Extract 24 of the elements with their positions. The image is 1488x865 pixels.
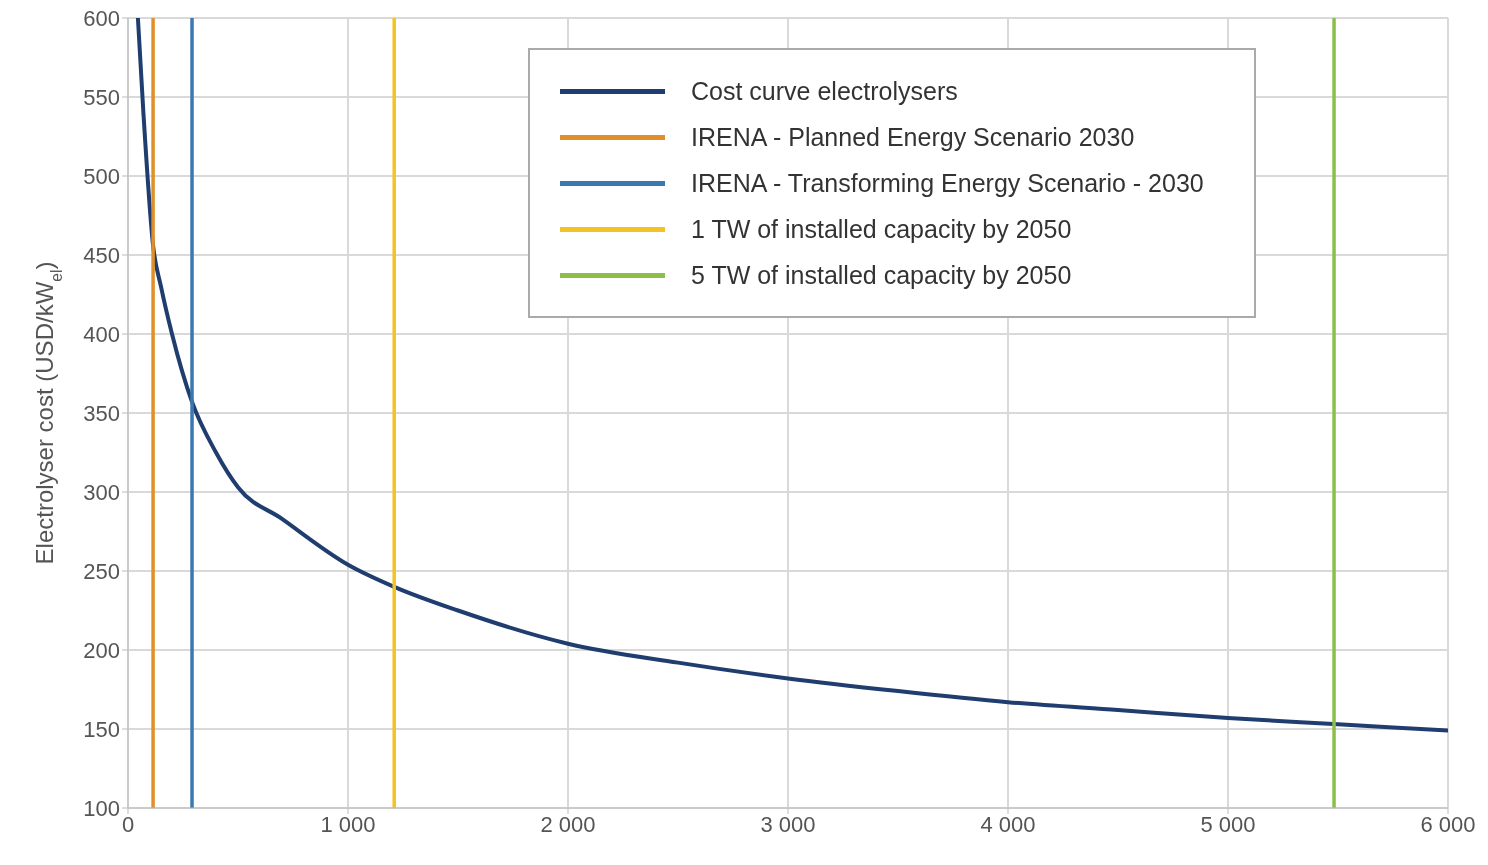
y-tick-label: 500 bbox=[83, 163, 120, 189]
legend-label: 5 TW of installed capacity by 2050 bbox=[691, 260, 1072, 291]
x-tick-label: 1 000 bbox=[320, 811, 376, 837]
legend-label: IRENA - Transforming Energy Scenario - 2030 bbox=[691, 168, 1204, 199]
y-tick-label: 400 bbox=[83, 321, 120, 347]
y-tick-label: 600 bbox=[83, 5, 120, 31]
x-tick-label: 4 000 bbox=[980, 811, 1036, 837]
y-tick-label: 200 bbox=[83, 637, 120, 663]
x-tick-label: 2 000 bbox=[540, 811, 596, 837]
y-tick-label: 550 bbox=[83, 84, 120, 110]
x-tick-label: 3 000 bbox=[760, 811, 816, 837]
y-tick-label: 150 bbox=[83, 716, 120, 742]
legend-label: 1 TW of installed capacity by 2050 bbox=[691, 214, 1072, 245]
y-tick-label: 100 bbox=[83, 795, 120, 821]
legend-label: Cost curve electrolysers bbox=[691, 76, 958, 107]
y-tick-label: 250 bbox=[83, 558, 120, 584]
y-tick-label: 450 bbox=[83, 242, 120, 268]
x-tick-label: 6 000 bbox=[1420, 811, 1476, 837]
line-series bbox=[135, 18, 1448, 733]
x-tick-label: 5 000 bbox=[1200, 811, 1256, 837]
y-tick-label: 350 bbox=[83, 400, 120, 426]
x-tick-label: 0 bbox=[121, 811, 135, 837]
legend-label: IRENA - Planned Energy Scenario 2030 bbox=[691, 122, 1135, 153]
y-tick-label: 300 bbox=[83, 479, 120, 505]
